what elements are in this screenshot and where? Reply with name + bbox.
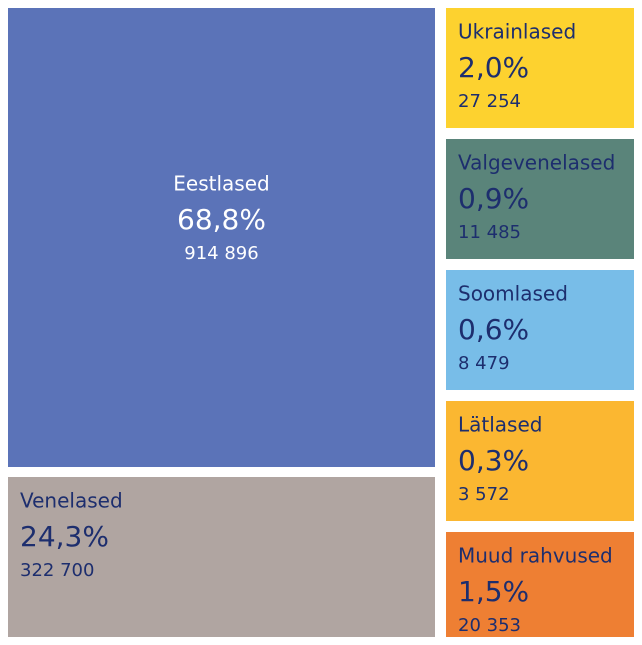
- tile-name: Ukrainlased: [458, 20, 576, 44]
- tile-count: 914 896: [184, 243, 258, 264]
- tile-name: Eestlased: [173, 172, 269, 196]
- tile-percent: 0,9%: [458, 182, 529, 215]
- tile: [446, 139, 634, 259]
- tile-name: Valgevenelased: [458, 151, 615, 175]
- tile-count: 322 700: [20, 560, 94, 581]
- tile-percent: 1,5%: [458, 575, 529, 608]
- tile-percent: 0,3%: [458, 444, 529, 477]
- tile-name: Soomlased: [458, 282, 568, 306]
- tile-percent: 2,0%: [458, 51, 529, 84]
- tile: [8, 8, 435, 467]
- tile-name: Venelased: [20, 489, 123, 513]
- tile-count: 20 353: [458, 615, 521, 636]
- tile-count: 8 479: [458, 353, 510, 374]
- tile: [446, 401, 634, 521]
- tile-name: Lätlased: [458, 413, 542, 437]
- tile: [446, 8, 634, 128]
- tile: [446, 532, 634, 637]
- tile: [8, 477, 435, 637]
- tile-count: 27 254: [458, 91, 521, 112]
- tile-percent: 24,3%: [20, 520, 109, 553]
- tile-name: Muud rahvused: [458, 544, 613, 568]
- tile-percent: 68,8%: [177, 203, 266, 236]
- tile-count: 11 485: [458, 222, 521, 243]
- tile: [446, 270, 634, 390]
- tile-count: 3 572: [458, 484, 510, 505]
- tile-percent: 0,6%: [458, 313, 529, 346]
